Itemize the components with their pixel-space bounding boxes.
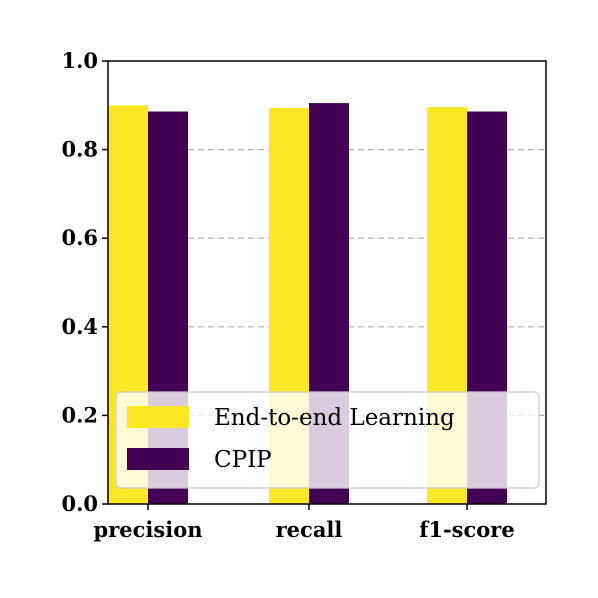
legend-box [115, 391, 540, 489]
x-axis-ticks: precision recall f1-score [94, 504, 515, 542]
legend: End-to-end Learning CPIP [115, 391, 540, 489]
x-tick-label: precision [94, 517, 203, 542]
legend-label-end-to-end-learning: End-to-end Learning [214, 405, 455, 431]
y-tick-label: 0.6 [61, 225, 98, 250]
legend-swatch-end-to-end-learning [127, 406, 189, 428]
axes [107, 60, 547, 505]
plot-frame [107, 60, 547, 505]
y-tick-label: 0.4 [61, 314, 98, 339]
y-tick-label: 0.0 [61, 491, 98, 516]
y-axis-ticks: 0.0 0.2 0.4 0.6 0.8 1.0 [61, 48, 108, 516]
legend-swatch-cpip [127, 448, 189, 470]
x-tick-label: recall [276, 517, 343, 542]
y-tick-label: 0.2 [61, 402, 98, 427]
y-tick-label: 1.0 [61, 48, 98, 73]
legend-label-cpip: CPIP [214, 447, 272, 473]
x-tick-label: f1-score [419, 517, 514, 542]
y-tick-label: 0.8 [61, 137, 98, 162]
